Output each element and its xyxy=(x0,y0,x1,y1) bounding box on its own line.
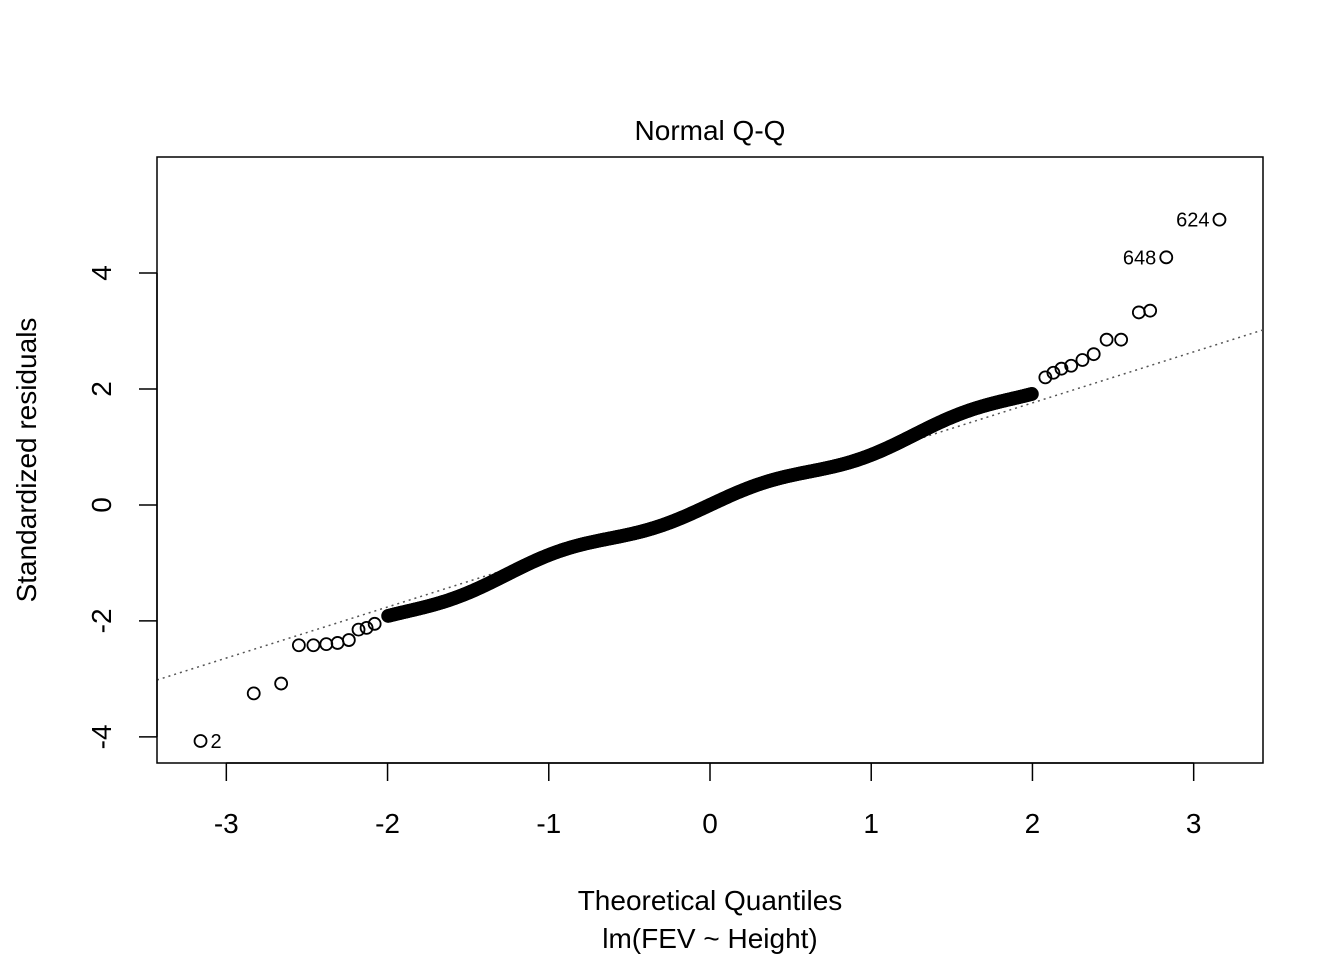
x-tick-label: -3 xyxy=(214,808,239,839)
x-tick-label: 3 xyxy=(1186,808,1202,839)
x-tick-label: -2 xyxy=(375,808,400,839)
data-point xyxy=(330,636,345,650)
data-points xyxy=(193,212,1227,748)
data-point xyxy=(1086,347,1101,362)
plot-frame xyxy=(156,156,1264,764)
y-tick-label: -4 xyxy=(86,724,117,749)
data-point xyxy=(1024,387,1039,401)
data-point xyxy=(1114,332,1129,347)
data-point xyxy=(359,620,374,635)
data-point xyxy=(274,676,289,691)
data-point xyxy=(1038,370,1053,385)
x-axis: -3 -2 -1 0 1 2 3 xyxy=(214,762,1202,839)
reference-line xyxy=(156,329,1264,681)
data-point xyxy=(1143,303,1158,318)
data-point xyxy=(1046,365,1061,380)
y-tick-label: 0 xyxy=(86,497,117,513)
data-point xyxy=(1075,353,1090,367)
data-point xyxy=(1212,212,1227,227)
x-axis-label: Theoretical Quantiles xyxy=(578,885,843,916)
data-point xyxy=(351,622,366,637)
x-tick-label: -1 xyxy=(536,808,561,839)
y-tick-label: -2 xyxy=(86,608,117,633)
data-point xyxy=(1131,305,1146,320)
point-labels: 624 648 2 xyxy=(211,210,1210,753)
point-id-label: 624 xyxy=(1176,210,1209,232)
y-tick-label: 4 xyxy=(86,265,117,281)
data-point xyxy=(1099,332,1114,347)
data-point xyxy=(341,633,356,647)
x-tick-label: 2 xyxy=(1025,808,1041,839)
data-point xyxy=(1159,250,1174,265)
y-axis: -4 -2 0 2 4 xyxy=(86,265,158,749)
data-point xyxy=(367,616,382,631)
x-tick-label: 1 xyxy=(863,808,879,839)
x-tick-label: 0 xyxy=(702,808,718,839)
data-point xyxy=(246,686,261,701)
point-id-label: 648 xyxy=(1123,247,1156,269)
chart-title: Normal Q-Q xyxy=(635,115,786,146)
data-point xyxy=(1054,361,1069,376)
point-id-label: 2 xyxy=(211,731,222,753)
y-tick-label: 2 xyxy=(86,381,117,397)
data-point xyxy=(193,734,208,748)
data-point xyxy=(1064,358,1079,373)
x-axis-subtitle: lm(FEV ~ Height) xyxy=(602,923,818,954)
data-point xyxy=(319,637,334,652)
y-axis-label: Standardized residuals xyxy=(11,318,42,603)
data-point xyxy=(306,638,321,653)
data-point xyxy=(291,638,306,653)
